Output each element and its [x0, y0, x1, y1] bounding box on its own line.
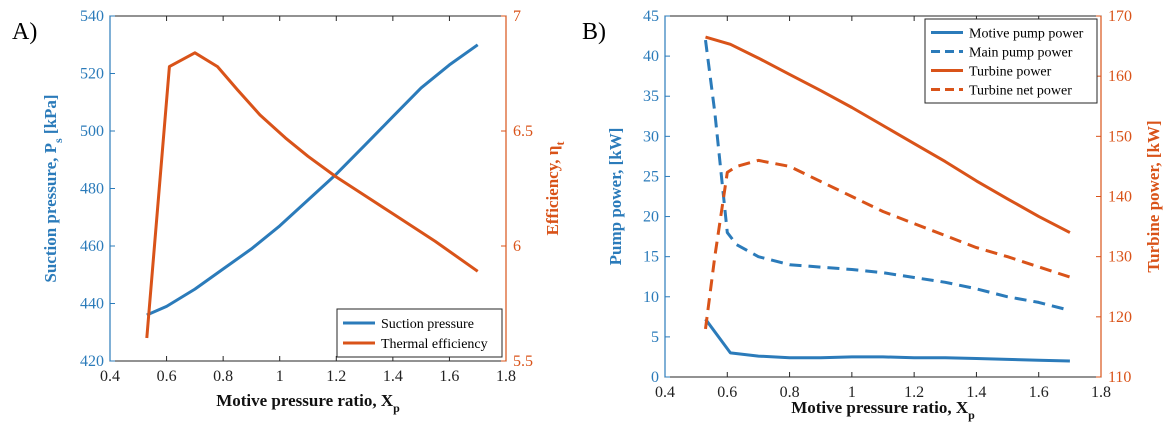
chart-a-xtick-label: 0.8 — [213, 368, 233, 385]
chart-b-ytick-right-label: 110 — [1108, 369, 1131, 386]
chart-a-ytick-right-label: 5.5 — [513, 353, 533, 370]
chart-a-legend-label: Thermal efficiency — [381, 337, 488, 352]
chart-b-ytick-left-label: 40 — [643, 48, 659, 65]
chart-b-legend-label: Motive pump power — [969, 27, 1084, 42]
chart-b-xtick-label: 0.6 — [717, 384, 737, 401]
chart-b-ytick-left-label: 0 — [651, 369, 659, 386]
chart-a-xtick-label: 0.6 — [157, 368, 177, 385]
chart-a-ylabel-right: Efficiency, ηt — [543, 142, 567, 236]
chart-b-ytick-right-label: 120 — [1108, 309, 1132, 326]
chart-b-ytick-left-label: 15 — [643, 249, 659, 266]
chart-b-xtick-label: 0.4 — [655, 384, 675, 401]
panel-label-b: B) — [582, 19, 606, 45]
chart-b-legend: Motive pump power Main pump power Turbine … — [924, 18, 1098, 104]
chart-a-ytick-left-label: 480 — [80, 181, 104, 198]
chart-b-ytick-right-label: 170 — [1108, 8, 1132, 25]
chart-b-xtick-label: 1.6 — [1029, 384, 1049, 401]
panel-label-a: A) — [12, 19, 37, 45]
chart-b-xlabel: Motive pressure ratio, Xp — [791, 398, 975, 422]
chart-a-ylabel-left: Suction pressure, Ps [kPa] — [41, 94, 65, 282]
chart-a-ytick-right-label: 6.5 — [513, 123, 533, 140]
chart-a-legend-box — [336, 308, 503, 358]
chart-b-xtick-label: 0.8 — [780, 384, 800, 401]
chart-b-ytick-left-label: 30 — [643, 128, 659, 145]
chart-a-xtick-label: 0.4 — [100, 368, 120, 385]
chart-b-ytick-right-label: 160 — [1108, 68, 1132, 85]
chart-b-xtick-label: 1 — [848, 384, 856, 401]
chart-b-ytick-left-label: 35 — [643, 88, 659, 105]
chart-b-ytick-left-label: 25 — [643, 168, 659, 185]
chart-b-series-turbine-net-power — [704, 158, 1071, 330]
chart-b-xtick-label: 1.2 — [904, 384, 924, 401]
chart-b-ytick-left-label: 10 — [643, 289, 659, 306]
chart-b-series-turbine-power — [705, 35, 1071, 234]
chart-a-series-thermal-efficiency — [145, 51, 479, 339]
chart-b-ylabel-right: Turbine power, [kW] — [1144, 120, 1163, 272]
chart-b-ytick-right-label: 150 — [1108, 128, 1132, 145]
chart-a-xtick-label: 1.8 — [496, 368, 516, 385]
chart-b-xtick-label: 1.4 — [966, 384, 986, 401]
chart-a: 0.4 0.6 0.8 1 1.2 1.4 1.6 1.8 420 440 460 480 500 520… — [41, 8, 567, 415]
chart-b-ylabel-left: Pump power, [kW] — [606, 128, 625, 266]
chart-b-legend-label: Turbine power — [969, 65, 1052, 80]
chart-a-ytick-left-label: 520 — [80, 66, 104, 83]
chart-a-ytick-left-label: 500 — [80, 123, 104, 140]
chart-a-ytick-right-label: 7 — [513, 8, 521, 25]
chart-a-ytick-left-label: 420 — [80, 353, 104, 370]
chart-b-ytick-left-label: 20 — [643, 209, 659, 226]
chart-a-xlabel: Motive pressure ratio, Xp — [216, 391, 400, 415]
chart-b: 0.4 0.6 0.8 1 1.2 1.4 1.6 1.8 0 5 10 15 20 25 30 35 40 45… — [606, 8, 1163, 422]
chart-a-ytick-right-label: 6 — [513, 238, 521, 255]
chart-a-xtick-label: 1 — [276, 368, 284, 385]
chart-a-ytick-left-label: 460 — [80, 238, 104, 255]
chart-b-legend-label: Turbine net power — [969, 84, 1072, 99]
chart-b-series-main-pump-power — [704, 39, 1071, 312]
chart-b-ytick-right-label: 140 — [1108, 189, 1132, 206]
chart-b-ytick-right-label: 130 — [1108, 249, 1132, 266]
chart-a-xtick-label: 1.2 — [326, 368, 346, 385]
chart-b-series-motive-pump-power — [704, 318, 1070, 363]
chart-a-ytick-left-label: 540 — [80, 8, 104, 25]
chart-a-ytick-left-label: 440 — [80, 296, 104, 313]
chart-b-legend-label: Main pump power — [969, 46, 1073, 61]
chart-b-ytick-left-label: 5 — [651, 329, 659, 346]
chart-b-ytick-left-label: 45 — [643, 8, 659, 25]
chart-a-legend-label: Suction pressure — [381, 317, 474, 332]
chart-a-series-suction-pressure — [146, 43, 479, 317]
chart-a-xtick-label: 1.6 — [439, 368, 459, 385]
chart-a-xtick-label: 1.4 — [383, 368, 403, 385]
chart-b-xtick-label: 1.8 — [1091, 384, 1111, 401]
chart-a-legend: Suction pressure Thermal efficiency — [336, 308, 503, 358]
